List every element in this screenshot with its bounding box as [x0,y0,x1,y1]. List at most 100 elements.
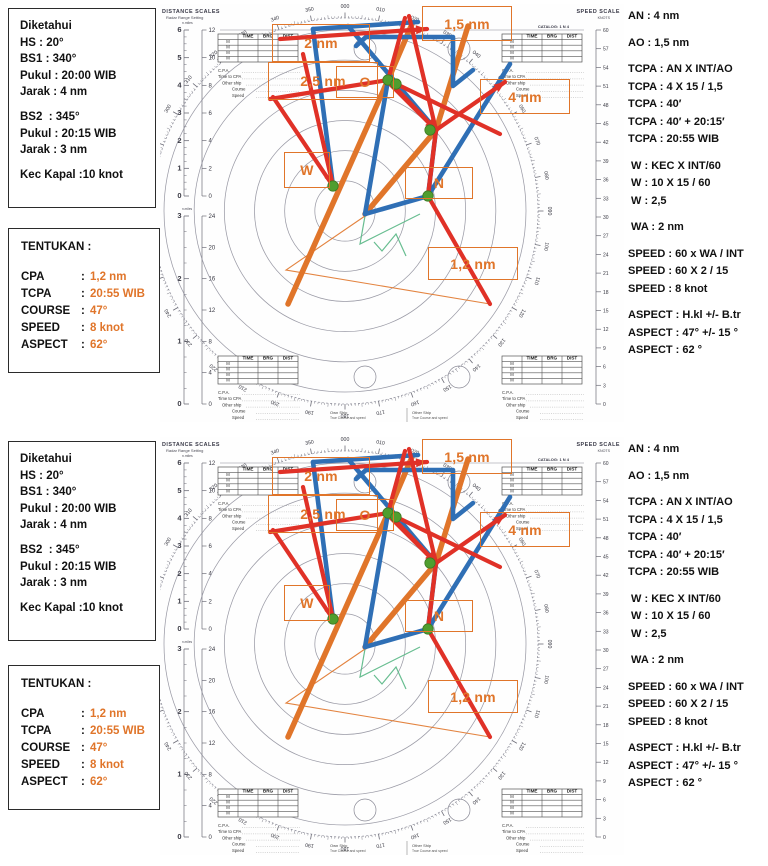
svg-text:M: M [510,372,514,377]
svg-text:8: 8 [209,339,213,345]
svg-text:030: 030 [442,30,453,40]
svg-text:8: 8 [209,516,213,522]
determine2-value-cpa: 1,2 nm [90,708,127,720]
svg-text:TIME: TIME [527,33,538,38]
svg-text:120: 120 [517,741,527,752]
svg-text:M: M [226,483,230,488]
svg-text:Time to CPA: Time to CPA [502,74,525,79]
svg-text:4: 4 [209,371,213,377]
svg-text:4: 4 [209,139,213,145]
svg-text:3: 3 [177,644,181,653]
sheet-bot-label-15nm: 1,5 nm [422,439,512,474]
svg-text:M: M [510,799,514,804]
calc2-line-line-18: SPEED : 8 knot [628,715,708,728]
determine2-value-course: 47° [90,742,108,754]
svg-text:60: 60 [603,461,609,467]
svg-text:SPEED SCALE: SPEED SCALE [576,442,620,448]
svg-text:2: 2 [209,166,213,172]
svg-text:040: 040 [471,50,482,60]
svg-text:Other ship: Other ship [506,835,526,840]
svg-text:8: 8 [209,772,213,778]
svg-text:51: 51 [603,517,609,523]
known2-line-0: Diketahui [20,453,72,465]
determine-sep-aspect: : [81,339,85,351]
determine-label-cpa: CPA [21,271,54,283]
svg-text:130: 130 [496,337,506,348]
determine2-sep-aspect: : [81,776,85,788]
svg-text:Other ship: Other ship [506,402,526,407]
svg-text:090: 090 [546,640,552,649]
svg-text:M: M [510,483,514,488]
svg-text:M: M [510,50,514,55]
svg-text:4: 4 [177,514,182,523]
known-line-7: Pukul : 20:15 WIB [20,127,117,140]
svg-text:5: 5 [177,53,181,62]
known-data-box: Diketahui HS : 20° BS1 : 340° Pukul : 20… [8,8,156,208]
determine-label-speed: SPEED [21,322,60,334]
calc-line-line-21: ASPECT : 47° +/- 15 ° [628,326,738,339]
determine2-row-course: COURSE : 47° [21,740,159,757]
svg-text:000: 000 [341,4,350,10]
svg-text:24: 24 [603,685,609,691]
sheet-top-label-25nm: 2,5 nm [268,62,378,100]
svg-text:220: 220 [209,362,220,372]
svg-text:True Course and speed: True Course and speed [330,416,366,420]
sheet-bot-point-W [327,613,339,625]
svg-text:BRG: BRG [263,466,274,471]
svg-text:TIME: TIME [527,466,538,471]
sheet-top-label-15nm: 1,5 nm [422,6,512,41]
sheet-top-label-4nm: 4 nm [480,79,570,114]
sheet-top-bearing-ring: 000 0100200300400500600700800901001101201… [160,4,552,418]
sheet-bot-label-W: W [284,585,330,621]
svg-text:M: M [510,361,514,366]
sheet-top-point-W [327,180,339,192]
svg-text:6: 6 [603,798,606,804]
known-line-2: BS1 : 340° [20,53,77,66]
sheet-top-vectors [267,13,513,307]
svg-text:030: 030 [442,463,453,473]
svg-text:350: 350 [305,6,315,13]
calc2-line-line-2: AO : 1,5 nm [628,469,690,482]
svg-text:BRG: BRG [547,355,558,360]
svg-text:Time to CPA: Time to CPA [218,396,241,401]
svg-text:090: 090 [546,207,552,216]
sheet-bot-vector-red-10 [385,512,493,740]
determine2-row-speed: SPEED : 8 knot [21,757,159,774]
svg-text:16: 16 [209,277,216,283]
svg-text:45: 45 [603,122,609,128]
calc2-line-gap-3 [628,485,768,494]
svg-text:M: M [510,44,514,49]
svg-text:Other ship: Other ship [222,513,242,518]
determine2-label-speed: SPEED [21,759,60,771]
svg-text:18: 18 [603,723,609,729]
svg-text:M: M [510,805,514,810]
svg-text:0: 0 [177,832,181,841]
sheet-top-vector-red-10 [385,79,493,307]
svg-text:45: 45 [603,555,609,561]
svg-text:15: 15 [603,309,609,315]
sheet-bot-label-4nm: 4 nm [480,512,570,547]
svg-text:0: 0 [209,627,213,633]
svg-text:Course: Course [232,520,246,525]
svg-text:9: 9 [603,779,606,785]
determine-row-tcpa: TCPA : 20:55 WIB [21,286,159,303]
svg-text:12: 12 [209,308,216,314]
known2-line-3: Pukul : 20:00 WIB [20,502,117,515]
calc2-line-line-5: TCPA : 4 X 15 / 1,5 [628,513,723,526]
svg-text:Speed: Speed [232,526,245,531]
svg-text:n.miles: n.miles [182,454,193,458]
svg-text:070: 070 [532,569,541,579]
svg-text:12: 12 [603,327,609,333]
sheet-bot-label-N: N [405,600,473,632]
svg-text:2: 2 [177,707,181,716]
svg-text:SPEED SCALE: SPEED SCALE [576,9,620,15]
svg-text:Time to CPA: Time to CPA [218,74,241,79]
svg-text:180: 180 [341,412,350,418]
determine-row-speed: SPEED : 8 knot [21,320,159,337]
determine2-row-cpa: CPA : 1,2 nm [21,706,159,723]
svg-text:DIST: DIST [567,355,578,360]
svg-text:300: 300 [164,537,174,548]
svg-text:1: 1 [177,770,181,779]
sheet-bot-vector-red-2 [270,527,336,622]
